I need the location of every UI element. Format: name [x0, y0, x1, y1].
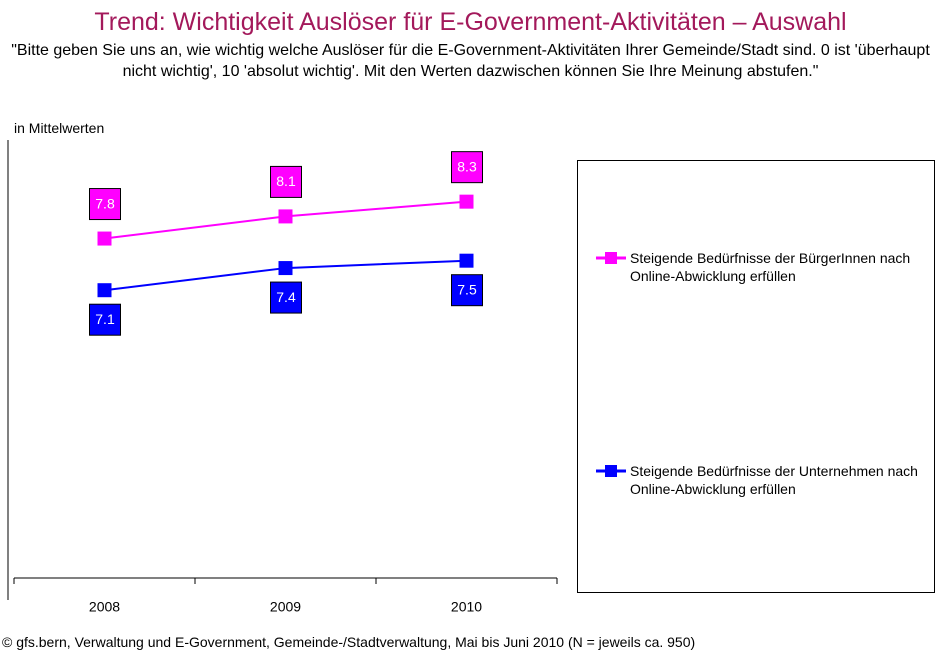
- point-marker: [278, 261, 293, 276]
- data-label-box: [270, 281, 302, 314]
- chart-title: Trend: Wichtigkeit Auslöser für E-Govern…: [94, 8, 847, 36]
- chart-subtitle: "Bitte geben Sie uns an, wie wichtig wel…: [11, 42, 930, 80]
- data-label-box: [451, 151, 483, 184]
- data-label: 8.3: [457, 158, 477, 174]
- data-label-box: [89, 188, 121, 221]
- data-label: 7.8: [95, 195, 115, 211]
- legend-box: [577, 160, 935, 593]
- data-label-box: [451, 274, 483, 307]
- data-label: 7.1: [95, 311, 115, 327]
- source-note: © gfs.bern, Verwaltung und E-Government,…: [2, 634, 696, 650]
- data-label: 8.1: [276, 173, 296, 189]
- legend-marker: [605, 252, 617, 264]
- data-label: 7.4: [276, 289, 296, 305]
- legend-marker: [605, 465, 617, 477]
- x-tick-label: 2009: [270, 599, 301, 615]
- data-label: 7.5: [457, 281, 477, 297]
- x-tick-label: 2008: [89, 599, 120, 615]
- point-marker: [459, 194, 474, 209]
- point-marker: [97, 231, 112, 246]
- x-tick-label: 2010: [451, 599, 482, 615]
- data-label-box: [270, 165, 302, 198]
- legend-label: Steigende Bedürfnisse der Unternehmen na…: [630, 463, 918, 497]
- point-marker: [97, 283, 112, 298]
- legend-label: Steigende Bedürfnisse der BürgerInnen na…: [630, 250, 911, 284]
- point-marker: [278, 209, 293, 224]
- y-axis-label: in Mittelwerten: [14, 120, 105, 136]
- data-label-box: [89, 303, 121, 336]
- point-marker: [459, 253, 474, 268]
